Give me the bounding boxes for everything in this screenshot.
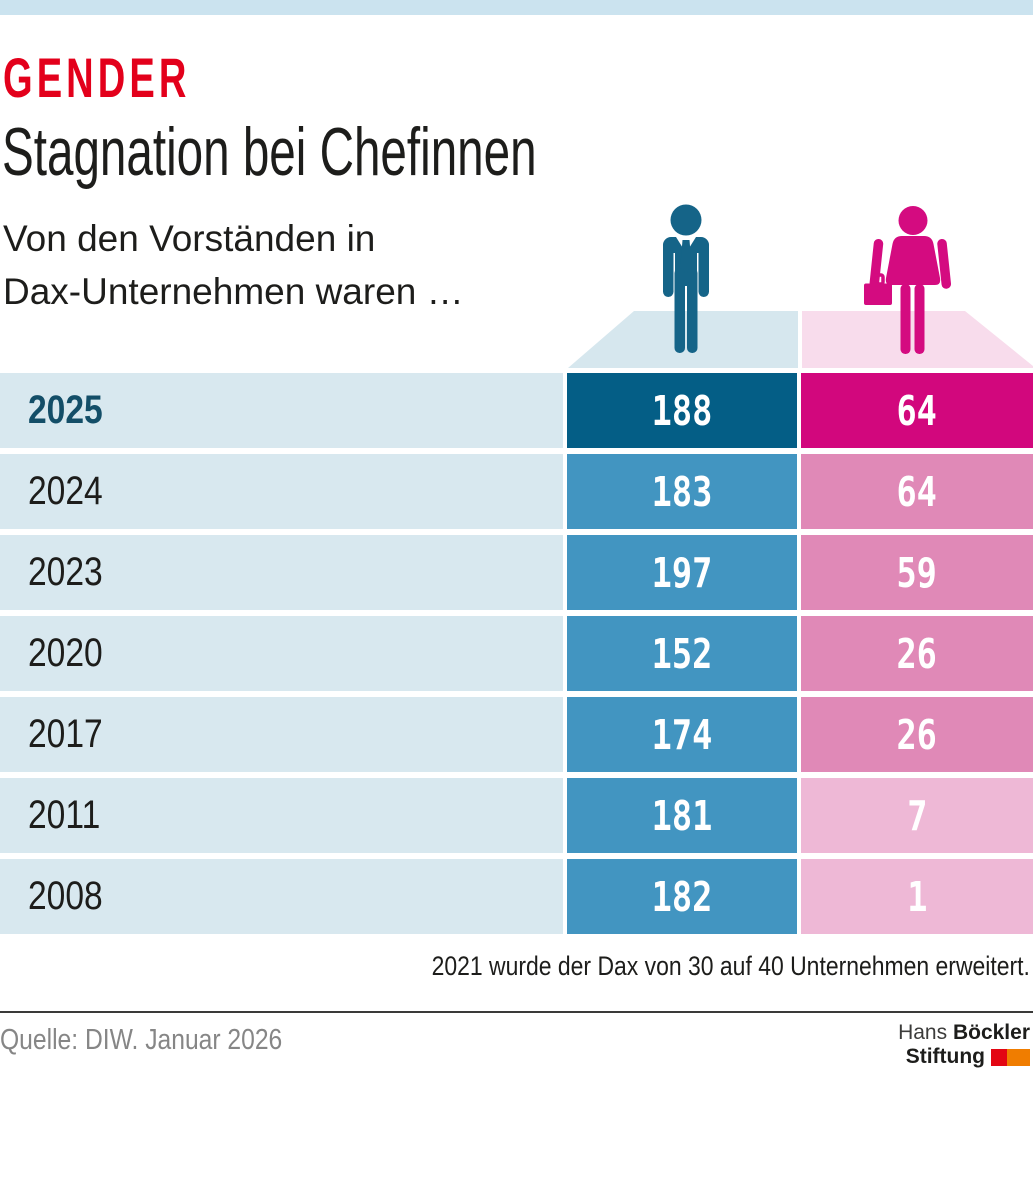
men-count-cell: 181 [567,778,797,853]
table-row: 2008 182 1 [0,859,1033,934]
women-count: 64 [896,467,938,516]
year-label-cell: 2011 [0,778,563,853]
women-count-cell: 64 [801,373,1033,448]
year-label-cell: 2020 [0,616,563,691]
women-count: 26 [896,710,938,759]
men-count-cell: 188 [567,373,797,448]
chart-subtitle: Von den Vorständen in Dax-Unternehmen wa… [3,212,464,318]
data-table: 2025 188 64 2024 183 64 2023 197 59 2020 [0,373,1033,940]
year-label-cell: 2008 [0,859,563,934]
year-label-cell: 2024 [0,454,563,529]
men-count: 188 [651,386,713,435]
man-icon [663,204,709,353]
men-count: 152 [651,629,713,678]
logo-line-1: Hans Böckler [898,1021,1030,1045]
source-text: Quelle: DIW. Januar 2026 [0,1024,283,1056]
logo-stiftung: Stiftung [905,1045,985,1068]
men-count-cell: 174 [567,697,797,772]
logo-name-regular: Hans [898,1021,948,1044]
logo-red-square-icon [991,1048,1007,1066]
year-label-cell: 2023 [0,535,563,610]
table-row: 2025 188 64 [0,373,1033,448]
year-label: 2020 [28,631,103,675]
year-label: 2008 [28,874,103,918]
women-count-cell: 59 [801,535,1033,610]
women-count: 26 [896,629,938,678]
table-row: 2024 183 64 [0,454,1033,529]
women-count: 64 [896,386,938,435]
women-count-cell: 7 [801,778,1033,853]
woman-briefcase-icon [864,206,952,354]
men-count: 182 [651,872,713,921]
logo-line-2: Stiftung [898,1045,1030,1069]
table-row: 2017 174 26 [0,697,1033,772]
logo-name-bold: Böckler [952,1021,1030,1044]
men-count: 197 [651,548,713,597]
men-count-cell: 183 [567,454,797,529]
table-row: 2023 197 59 [0,535,1033,610]
subtitle-line-2: Dax-Unternehmen waren … [3,271,464,312]
year-label: 2025 [28,388,103,432]
subtitle-line-1: Von den Vorständen in [3,218,376,259]
women-count-cell: 26 [801,616,1033,691]
men-count: 183 [651,467,713,516]
men-count-cell: 197 [567,535,797,610]
year-label: 2024 [28,469,103,513]
table-row: 2020 152 26 [0,616,1033,691]
page-title-text: Stagnation bei Chefinnen [2,114,537,190]
page-title: Stagnation bei Chefinnen [2,118,766,186]
women-count: 59 [896,548,938,597]
year-label-cell: 2025 [0,373,563,448]
men-count-cell: 152 [567,616,797,691]
men-count: 181 [651,791,713,840]
women-count-cell: 26 [801,697,1033,772]
year-label: 2017 [28,712,103,756]
year-label: 2023 [28,550,103,594]
men-count-cell: 182 [567,859,797,934]
hans-boeckler-stiftung-logo: Hans Böckler Stiftung [898,1021,1030,1069]
tie [680,240,692,270]
women-count-cell: 1 [801,859,1033,934]
year-label-cell: 2017 [0,697,563,772]
women-count-cell: 64 [801,454,1033,529]
kicker-label: GENDER [3,50,279,106]
top-accent-bar [0,0,1033,15]
source-note: Quelle: DIW. Januar 2026 [0,1024,332,1057]
table-row: 2011 181 7 [0,778,1033,853]
chart-footnote: 2021 wurde der Dax von 30 auf 40 Unterne… [0,950,1030,982]
men-count: 174 [651,710,713,759]
kicker-text: GENDER [3,46,191,109]
footer-divider [0,1011,1033,1013]
footnote-text: 2021 wurde der Dax von 30 auf 40 Unterne… [431,951,1030,981]
women-count: 1 [906,872,928,921]
logo-orange-square-icon [1007,1048,1030,1066]
women-count: 7 [906,791,928,840]
year-label: 2011 [28,793,101,837]
